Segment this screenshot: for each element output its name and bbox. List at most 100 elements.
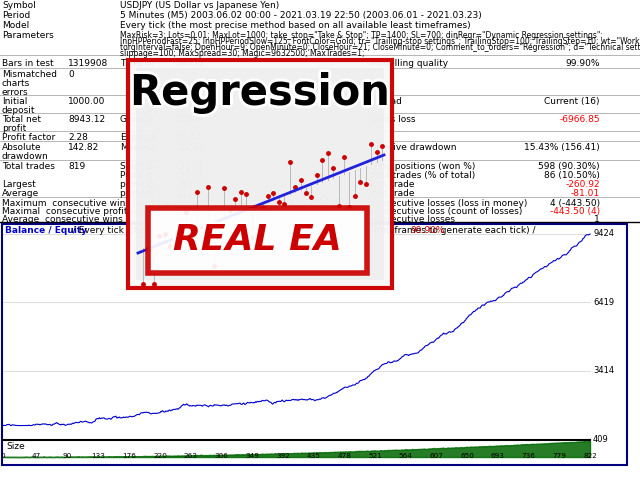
Text: / Every tick (the most precise method based on all available least timeframes to: / Every tick (the most precise method ba… (70, 226, 538, 235)
Text: Regression: Regression (127, 72, 387, 114)
Text: 409: 409 (593, 434, 609, 444)
Text: 41 (2021.47): 41 (2021.47) (290, 199, 348, 208)
Text: deposit: deposit (2, 106, 35, 115)
Text: 9424: 9424 (593, 229, 614, 239)
Text: Model: Model (2, 21, 29, 30)
Text: torgInterval=false; OpenHour=9; OpenMinute=0; CloseHour=21; CloseMinute=0; Comme: torgInterval=false; OpenHour=9; OpenMinu… (120, 43, 640, 52)
Text: 306: 306 (214, 453, 228, 459)
Text: 263: 263 (184, 453, 198, 459)
Text: Regression: Regression (132, 72, 392, 114)
Text: -81.01: -81.01 (571, 189, 600, 198)
Text: REAL EA: REAL EA (171, 221, 340, 255)
Text: -443.50 (4): -443.50 (4) (550, 207, 600, 216)
Text: 607: 607 (429, 453, 444, 459)
Text: Regression: Regression (127, 70, 388, 112)
Text: 1000.00: 1000.00 (68, 97, 106, 106)
Text: .50%): .50%) (176, 171, 202, 180)
Text: 47: 47 (32, 453, 41, 459)
Text: 598 (90.30%): 598 (90.30%) (538, 162, 600, 171)
Text: .33%): .33%) (176, 162, 202, 171)
Text: -6966.85: -6966.85 (559, 115, 600, 124)
Text: 10.92: 10.92 (176, 133, 202, 142)
Text: Gross loss: Gross loss (370, 115, 415, 124)
Text: Symbol: Symbol (2, 1, 36, 10)
Text: Relative drawdown: Relative drawdown (370, 143, 456, 152)
Text: REAL EA: REAL EA (173, 227, 342, 261)
Text: consecutive losses (loss in money): consecutive losses (loss in money) (370, 199, 527, 208)
Bar (2, 224, 627, 465)
Text: Bars in test: Bars in test (2, 59, 54, 68)
Text: 779: 779 (552, 453, 566, 459)
Text: REAL EA: REAL EA (176, 224, 345, 257)
Text: -260.92: -260.92 (565, 180, 600, 189)
Text: REAL EA: REAL EA (171, 226, 340, 260)
Text: Absolute: Absolute (2, 143, 42, 152)
Text: 736: 736 (522, 453, 536, 459)
Text: Every tick (the most precise method based on all available least timeframes): Every tick (the most precise method base… (120, 21, 470, 30)
Text: Largest: Largest (2, 180, 36, 189)
Text: 349: 349 (245, 453, 259, 459)
Text: Regression: Regression (127, 74, 388, 116)
Text: 220: 220 (153, 453, 167, 459)
Text: .52%): .52%) (176, 143, 202, 152)
Text: Loss trades (% of total): Loss trades (% of total) (370, 171, 476, 180)
Text: 286.01: 286.01 (176, 180, 207, 189)
Text: Maximal  consecutive profit (count of wins): Maximal consecutive profit (count of win… (2, 207, 198, 216)
Text: Maximum  consecutive wins (profit in money): Maximum consecutive wins (profit in mone… (2, 199, 209, 208)
Text: Long positions (won %): Long positions (won %) (370, 162, 476, 171)
Text: REAL EA: REAL EA (173, 220, 342, 254)
Text: Period: Period (2, 11, 30, 20)
Text: Spread: Spread (370, 97, 402, 106)
Text: errors: errors (2, 88, 29, 97)
Text: 2021.47 (41): 2021.47 (41) (290, 207, 348, 216)
Text: Regression: Regression (132, 70, 392, 112)
Text: 1319908: 1319908 (68, 59, 108, 68)
Text: 2.28: 2.28 (68, 133, 88, 142)
Text: Initial: Initial (2, 97, 28, 106)
Text: Modelling quality: Modelling quality (370, 59, 448, 68)
Text: Total net: Total net (2, 115, 41, 124)
Text: REAL EA: REAL EA (173, 224, 342, 257)
Text: drawdown: drawdown (2, 152, 49, 161)
Text: REAL EA: REAL EA (170, 224, 339, 257)
Text: 6419: 6419 (593, 298, 614, 307)
Text: 15909.: 15909. (176, 115, 207, 124)
Text: 99.90%: 99.90% (566, 59, 600, 68)
Text: Expecte: Expecte (120, 133, 157, 142)
Text: Regression: Regression (132, 72, 394, 114)
Text: Ticks m: Ticks m (120, 59, 154, 68)
Text: charts: charts (2, 79, 30, 88)
Text: 1: 1 (595, 215, 600, 224)
Text: Parameters: Parameters (2, 31, 54, 40)
Text: 176: 176 (122, 453, 136, 459)
Text: 4 (-443.50): 4 (-443.50) (550, 199, 600, 208)
Text: profit tr: profit tr (120, 189, 154, 198)
Text: InpHPPeriodFast=25; InpHPPeriodSlow=125; FontColor=Gold; tr="Trailing-stop setti: InpHPPeriodFast=25; InpHPPeriodSlow=125;… (120, 37, 640, 46)
Text: Current (16): Current (16) (545, 97, 600, 106)
Text: REAL EA: REAL EA (175, 226, 344, 260)
Text: 392: 392 (276, 453, 290, 459)
Text: 435: 435 (307, 453, 321, 459)
Text: 54054: 54054 (176, 59, 205, 68)
Text: Average: Average (2, 189, 39, 198)
Text: Regression: Regression (129, 75, 390, 117)
Text: Regression: Regression (132, 74, 392, 116)
Text: 90: 90 (63, 453, 72, 459)
Text: 9: 9 (290, 215, 296, 224)
Text: Short p: Short p (120, 162, 153, 171)
Text: 3414: 3414 (593, 366, 614, 375)
Text: 99.90%: 99.90% (410, 226, 445, 235)
Text: Mismatched: Mismatched (2, 70, 57, 79)
Text: Average  consecutive wins: Average consecutive wins (2, 215, 123, 224)
Text: USDJPY (US Dollar vs Japanese Yen): USDJPY (US Dollar vs Japanese Yen) (120, 1, 279, 10)
Text: profit: profit (2, 124, 26, 133)
Text: Total trades: Total trades (2, 162, 55, 171)
Text: 478: 478 (337, 453, 351, 459)
Text: 0: 0 (68, 70, 74, 79)
Text: REAL EA: REAL EA (173, 226, 342, 260)
Text: REAL EA: REAL EA (171, 224, 340, 257)
Text: Profit tr: Profit tr (120, 171, 154, 180)
Text: 5 Minutes (M5) 2003.06.02 00:00 - 2021.03.19 22:50 (2003.06.01 - 2021.03.23): 5 Minutes (M5) 2003.06.02 00:00 - 2021.0… (120, 11, 482, 20)
Text: loss trade: loss trade (370, 189, 415, 198)
Text: 86 (10.50%): 86 (10.50%) (544, 171, 600, 180)
